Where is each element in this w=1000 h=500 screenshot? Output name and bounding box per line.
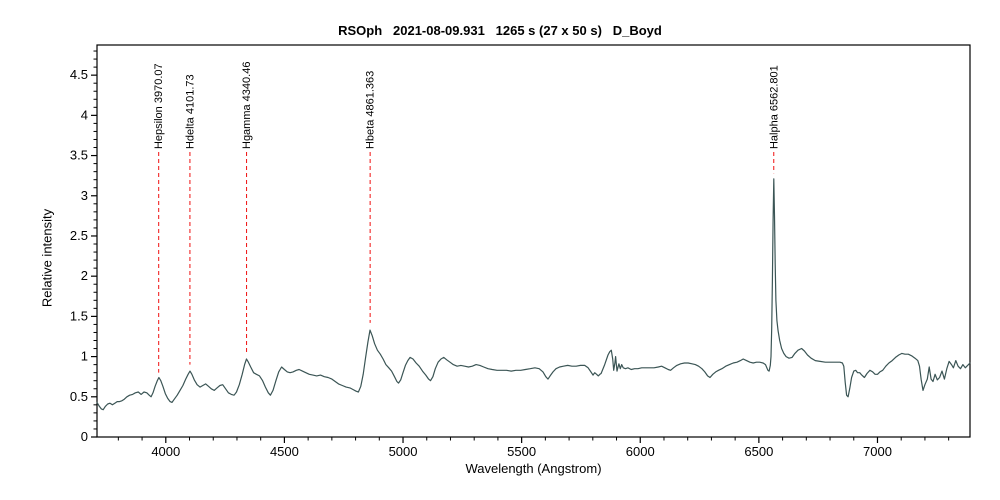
x-axis: 4000 4500 5000 5500 6000 6500 7000 [117,437,950,459]
y-tick-label: 0 [81,429,88,444]
spectrum-line [96,178,971,411]
y-tick-label: 2 [81,268,88,283]
x-tick-label: 5000 [389,444,418,459]
x-tick-label: 4000 [151,444,180,459]
spectral-line-label: Hepsilon 3970.07 [153,63,165,149]
y-axis-label: Relative intensity [39,208,55,308]
y-tick-label: 4 [81,107,88,122]
y-tick-label: 1.5 [70,308,88,323]
y-tick-label: 2.5 [70,228,88,243]
x-tick-label: 7000 [863,444,892,459]
chart-title: RSOph 2021-08-09.931 1265 s (27 x 50 s) … [338,23,662,38]
spectral-line-label: Halpha 6562.801 [768,65,780,149]
x-tick-label: 6000 [626,444,655,459]
x-tick-label: 6500 [744,444,773,459]
spectral-line-label: Hgamma 4340.46 [241,62,253,149]
spectral-line-markers: Hepsilon 3970.07 Hdelta 4101.73 Hgamma 434… [153,62,780,373]
y-tick-label: 0.5 [70,389,88,404]
spectral-line-label: Hdelta 4101.73 [184,74,196,149]
y-tick-label: 3 [81,188,88,203]
x-tick-label: 5500 [507,444,536,459]
y-axis: 0 0.5 1 1.5 2 2.5 3 3.5 4 4.5 [70,50,97,444]
y-tick-label: 4.5 [70,67,88,82]
x-axis-label: Wavelength (Angstrom) [465,461,602,476]
spectral-line-label: Hbeta 4861.363 [365,71,377,149]
plot-border [96,44,971,438]
x-tick-label: 4500 [270,444,299,459]
y-tick-label: 3.5 [70,148,88,163]
y-tick-label: 1 [81,349,88,364]
